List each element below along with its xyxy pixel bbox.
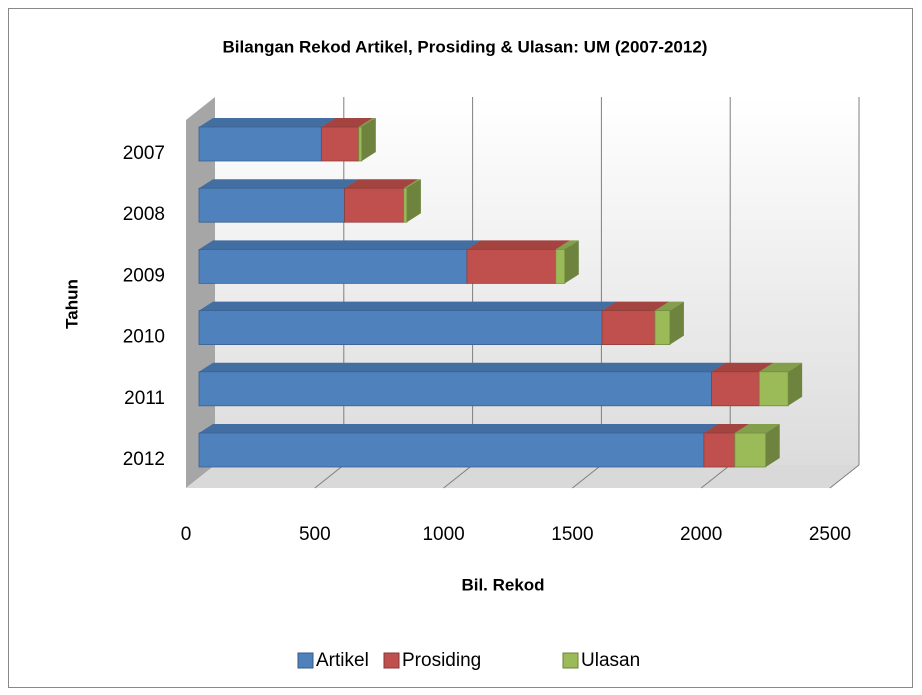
bar-top xyxy=(602,301,669,311)
y-tick-label: 2009 xyxy=(123,265,165,286)
bar-top xyxy=(734,424,780,433)
bar-segment xyxy=(198,118,336,162)
bar xyxy=(734,432,767,468)
bar-segment xyxy=(403,179,421,223)
x-tick-label: 1500 xyxy=(551,524,593,545)
bar-top xyxy=(199,424,718,433)
bar-top xyxy=(199,118,336,127)
bar-segment xyxy=(358,118,376,162)
legend-swatch xyxy=(562,652,579,669)
bar-top xyxy=(654,301,684,311)
bar xyxy=(601,310,656,346)
x-tick-label: 1000 xyxy=(422,524,464,545)
floor-grid-line xyxy=(443,464,473,489)
bar-top xyxy=(199,179,359,189)
bar-segment xyxy=(198,179,359,223)
bar-side xyxy=(669,301,684,345)
bar xyxy=(320,126,360,162)
legend-label: Prosiding xyxy=(402,650,481,671)
y-tick-label: 2010 xyxy=(123,327,165,348)
bar-top xyxy=(403,179,421,189)
x-tick-label: 2000 xyxy=(680,524,722,545)
bar-top xyxy=(199,301,617,311)
bar-top xyxy=(358,118,376,127)
bar xyxy=(466,248,557,284)
y-tick-label: 2012 xyxy=(123,449,165,470)
legend-label: Ulasan xyxy=(581,650,640,671)
bar xyxy=(198,310,603,346)
bar-top xyxy=(321,118,373,127)
bar-segment xyxy=(198,301,617,346)
bar-side xyxy=(361,118,376,161)
bar-segment xyxy=(734,424,780,468)
bar xyxy=(758,371,789,407)
bar xyxy=(654,310,671,346)
floor-grid-line xyxy=(829,464,860,489)
bar-side xyxy=(406,179,421,223)
bar-side xyxy=(788,362,803,406)
bar xyxy=(358,126,363,162)
bar xyxy=(198,371,713,407)
y-tick-label: 2007 xyxy=(123,143,165,164)
bar-segment xyxy=(198,362,726,407)
legend-swatch xyxy=(297,652,314,669)
x-tick-label: 500 xyxy=(299,524,331,545)
bar-segment xyxy=(198,240,481,284)
x-axis-label: Bil. Rekod xyxy=(461,575,544,594)
bar xyxy=(198,187,345,223)
bar-segment xyxy=(466,240,570,284)
bars xyxy=(198,118,803,468)
bar-segment xyxy=(198,424,718,468)
labels: 0 500 1000 1500 2000 2500 2007 2008 2009 2010 2011… xyxy=(123,143,851,545)
bar-top xyxy=(703,424,749,433)
bar xyxy=(198,126,322,162)
bar xyxy=(344,187,405,223)
x-tick-label: 2500 xyxy=(809,524,851,545)
bar-side xyxy=(564,240,579,284)
bar-top xyxy=(759,362,803,372)
floor-grid-line xyxy=(700,464,731,489)
bar-side xyxy=(765,424,780,467)
bar xyxy=(703,432,736,468)
bar-top xyxy=(711,362,774,372)
bar-top xyxy=(466,240,570,250)
bar xyxy=(198,248,468,284)
legend-swatch xyxy=(383,652,400,669)
y-axis-label: Tahun xyxy=(62,279,81,329)
bar xyxy=(198,432,705,468)
y-tick-label: 2011 xyxy=(124,388,165,409)
legend-label: Artikel xyxy=(316,650,369,671)
bar-segment xyxy=(758,362,803,407)
bar-segment xyxy=(555,240,579,284)
chart-title: Bilangan Rekod Artikel, Prosiding & Ulas… xyxy=(223,37,708,56)
floor-grid-line xyxy=(314,464,345,489)
bar xyxy=(403,187,408,223)
floor xyxy=(186,465,859,488)
bar xyxy=(555,248,566,284)
bar-top xyxy=(199,362,726,372)
y-tick-label: 2008 xyxy=(123,204,165,225)
bar-top xyxy=(344,179,418,189)
bar-top xyxy=(199,240,481,250)
bar xyxy=(711,371,760,407)
legend: Artikel Prosiding Ulasan xyxy=(297,650,640,671)
x-tick-label: 0 xyxy=(181,524,192,545)
floor-grid-line xyxy=(572,464,602,489)
bar-top xyxy=(555,240,579,250)
bar-segment xyxy=(654,301,684,346)
